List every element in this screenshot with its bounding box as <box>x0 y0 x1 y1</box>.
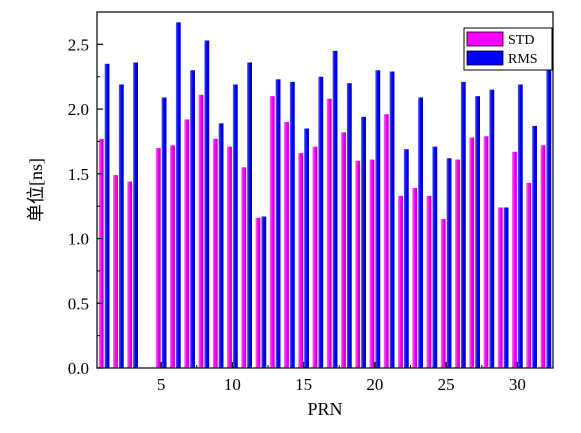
bar-std-prn-14 <box>284 122 289 368</box>
bar-rms-prn-29 <box>503 207 509 368</box>
bar-std-prn-27 <box>469 137 475 368</box>
bar-rms-prn-14 <box>289 81 295 368</box>
y-axis-title: 单位[ns] <box>26 158 46 222</box>
bar-rms-prn-20 <box>375 70 381 368</box>
bar-std-prn-3 <box>127 181 133 368</box>
bar-rms-prn-11 <box>247 62 252 369</box>
bar-std-prn-32 <box>540 145 546 368</box>
x-tick-label: 5 <box>157 375 166 394</box>
x-tick-label: 30 <box>509 375 526 394</box>
bar-std-prn-24 <box>426 195 432 368</box>
bar-rms-prn-22 <box>403 149 409 368</box>
x-tick-label: 20 <box>366 375 383 394</box>
y-tick-label: 2.5 <box>68 35 89 54</box>
bar-std-prn-28 <box>483 136 489 368</box>
bar-std-prn-26 <box>455 159 460 368</box>
bar-std-prn-5 <box>155 147 161 368</box>
bar-std-prn-21 <box>383 114 389 369</box>
bar-rms-prn-25 <box>446 158 452 368</box>
bar-std-prn-19 <box>355 160 361 368</box>
bar-rms-prn-31 <box>532 125 537 368</box>
bar-std-prn-10 <box>227 146 232 368</box>
y-tick-label: 0.5 <box>68 294 89 313</box>
bar-rms-prn-23 <box>418 97 423 368</box>
bar-std-prn-25 <box>440 219 446 368</box>
bar-std-prn-9 <box>212 138 218 368</box>
bar-rms-prn-2 <box>118 84 124 369</box>
bar-rms-prn-24 <box>432 146 438 368</box>
bar-std-prn-23 <box>412 188 418 368</box>
plot-frame <box>96 11 554 369</box>
bar-rms-prn-30 <box>517 84 523 369</box>
legend-swatch-std <box>466 31 504 47</box>
bar-std-prn-7 <box>184 119 190 368</box>
x-tick-label: 25 <box>438 375 455 394</box>
bar-rms-prn-1 <box>104 63 110 368</box>
bar-std-prn-15 <box>298 153 304 368</box>
bar-rms-prn-19 <box>361 116 366 368</box>
bar-std-prn-31 <box>526 182 532 368</box>
bar-std-prn-8 <box>198 94 204 368</box>
bar-std-prn-6 <box>170 145 175 368</box>
bar-rms-prn-9 <box>218 123 224 368</box>
bars-group <box>98 22 552 369</box>
bar-rms-prn-13 <box>275 79 281 368</box>
y-tick-label: 0.0 <box>68 359 89 378</box>
bar-std-prn-12 <box>255 217 261 368</box>
x-tick-label: 10 <box>224 375 241 394</box>
y-tick-label: 1.5 <box>68 165 89 184</box>
bar-std-prn-16 <box>312 146 318 368</box>
bar-std-prn-18 <box>341 132 346 368</box>
bar-std-prn-22 <box>398 195 403 368</box>
bar-rms-prn-15 <box>304 128 309 368</box>
y-tick-label: 2.0 <box>68 100 89 119</box>
bar-std-prn-30 <box>512 151 517 368</box>
bar-std-prn-1 <box>98 138 104 368</box>
bar-std-prn-11 <box>241 167 247 368</box>
bar-rms-prn-17 <box>332 50 338 369</box>
bar-std-prn-20 <box>369 159 375 368</box>
bar-std-prn-29 <box>497 207 503 368</box>
bar-std-prn-2 <box>113 175 118 368</box>
axes-group: 0.0 0.5 1.0 1.5 2.0 2.5 5 10 15 20 25 30 PRN 单位[ns] <box>26 11 554 419</box>
bar-rms-prn-8 <box>204 40 210 368</box>
bar-rms-prn-3 <box>133 62 138 369</box>
legend-label-rms: RMS <box>508 52 538 67</box>
legend-label-std: STD <box>508 33 534 48</box>
legend: STD RMS <box>463 27 553 71</box>
bar-rms-prn-26 <box>460 81 466 368</box>
bar-rms-prn-6 <box>175 22 181 369</box>
bar-rms-prn-7 <box>190 70 195 368</box>
bar-rms-prn-27 <box>475 96 480 369</box>
bar-rms-prn-28 <box>489 89 495 369</box>
bar-rms-prn-18 <box>346 83 352 368</box>
bar-rms-prn-32 <box>546 67 552 369</box>
x-tick-label: 15 <box>295 375 312 394</box>
bar-rms-prn-12 <box>261 216 267 368</box>
bar-rms-prn-5 <box>161 97 167 368</box>
legend-swatch-rms <box>466 50 504 66</box>
bar-rms-prn-21 <box>389 71 395 369</box>
y-tick-label: 1.0 <box>68 230 89 249</box>
x-axis-title: PRN <box>307 399 342 419</box>
bar-std-prn-13 <box>269 96 275 369</box>
bar-rms-prn-16 <box>318 76 324 368</box>
bar-rms-prn-10 <box>232 84 238 369</box>
bar-std-prn-17 <box>326 98 332 368</box>
